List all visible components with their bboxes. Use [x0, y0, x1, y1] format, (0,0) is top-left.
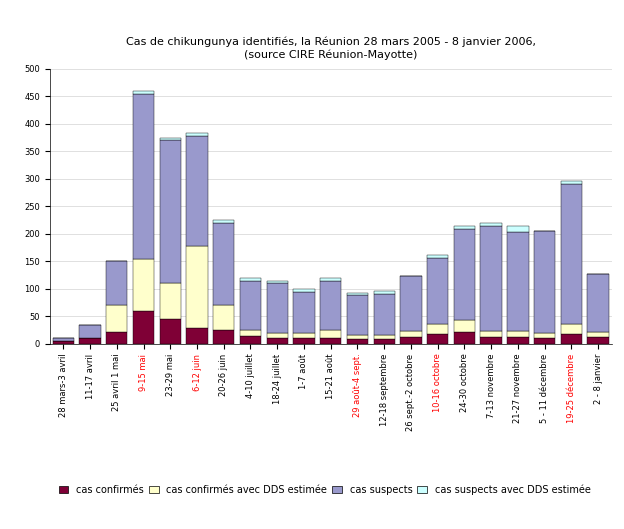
Bar	[240, 330, 261, 335]
Bar	[561, 181, 582, 184]
Bar	[187, 329, 208, 344]
Bar	[534, 339, 555, 344]
Bar	[587, 332, 609, 338]
Bar	[293, 289, 314, 291]
Bar	[187, 133, 208, 136]
Bar	[400, 331, 422, 338]
Bar	[454, 229, 475, 320]
Bar	[347, 293, 368, 295]
Bar	[213, 330, 235, 344]
Bar	[293, 339, 314, 344]
Bar	[480, 331, 502, 338]
Bar	[507, 226, 529, 232]
Bar	[427, 334, 449, 344]
Bar	[266, 284, 288, 333]
Bar	[187, 136, 208, 246]
Bar	[266, 333, 288, 339]
Bar	[133, 94, 154, 259]
Bar	[213, 305, 235, 330]
Bar	[534, 231, 555, 333]
Bar	[561, 184, 582, 324]
Bar	[106, 305, 127, 332]
Bar	[374, 291, 395, 294]
Bar	[347, 340, 368, 344]
Bar	[240, 278, 261, 280]
Bar	[160, 140, 181, 284]
Bar	[507, 232, 529, 331]
Bar	[561, 324, 582, 334]
Bar	[293, 291, 314, 333]
Bar	[561, 334, 582, 344]
Bar	[133, 311, 154, 344]
Bar	[133, 91, 154, 94]
Legend: cas confirmés, cas confirmés avec DDS estimée, cas suspects, cas suspects avec D: cas confirmés, cas confirmés avec DDS es…	[55, 480, 595, 498]
Bar	[427, 256, 449, 258]
Bar	[320, 280, 341, 330]
Bar	[160, 138, 181, 140]
Bar	[266, 280, 288, 284]
Bar	[320, 339, 341, 344]
Bar	[374, 294, 395, 335]
Bar	[427, 324, 449, 334]
Bar	[347, 295, 368, 335]
Bar	[507, 338, 529, 344]
Bar	[160, 319, 181, 344]
Bar	[52, 339, 74, 341]
Bar	[213, 223, 235, 305]
Bar	[454, 320, 475, 332]
Bar	[400, 338, 422, 344]
Bar	[293, 333, 314, 339]
Bar	[160, 284, 181, 319]
Bar	[480, 223, 502, 226]
Bar	[480, 226, 502, 331]
Bar	[400, 276, 422, 331]
Bar	[534, 333, 555, 339]
Bar	[240, 335, 261, 344]
Bar	[106, 261, 127, 305]
Bar	[266, 339, 288, 344]
Bar	[507, 331, 529, 338]
Bar	[320, 330, 341, 339]
Bar	[374, 335, 395, 340]
Bar	[587, 338, 609, 344]
Bar	[347, 335, 368, 340]
Bar	[52, 341, 74, 344]
Bar	[480, 338, 502, 344]
Bar	[320, 278, 341, 280]
Bar	[454, 226, 475, 229]
Title: Cas de chikungunya identifiés, la Réunion 28 mars 2005 - 8 janvier 2006,
(source: Cas de chikungunya identifiés, la Réunio…	[125, 37, 536, 60]
Bar	[213, 220, 235, 223]
Bar	[133, 259, 154, 311]
Bar	[587, 274, 609, 332]
Bar	[79, 339, 100, 344]
Bar	[427, 258, 449, 324]
Bar	[240, 280, 261, 330]
Bar	[106, 332, 127, 344]
Bar	[454, 332, 475, 344]
Bar	[187, 246, 208, 329]
Bar	[374, 340, 395, 344]
Bar	[79, 325, 100, 339]
